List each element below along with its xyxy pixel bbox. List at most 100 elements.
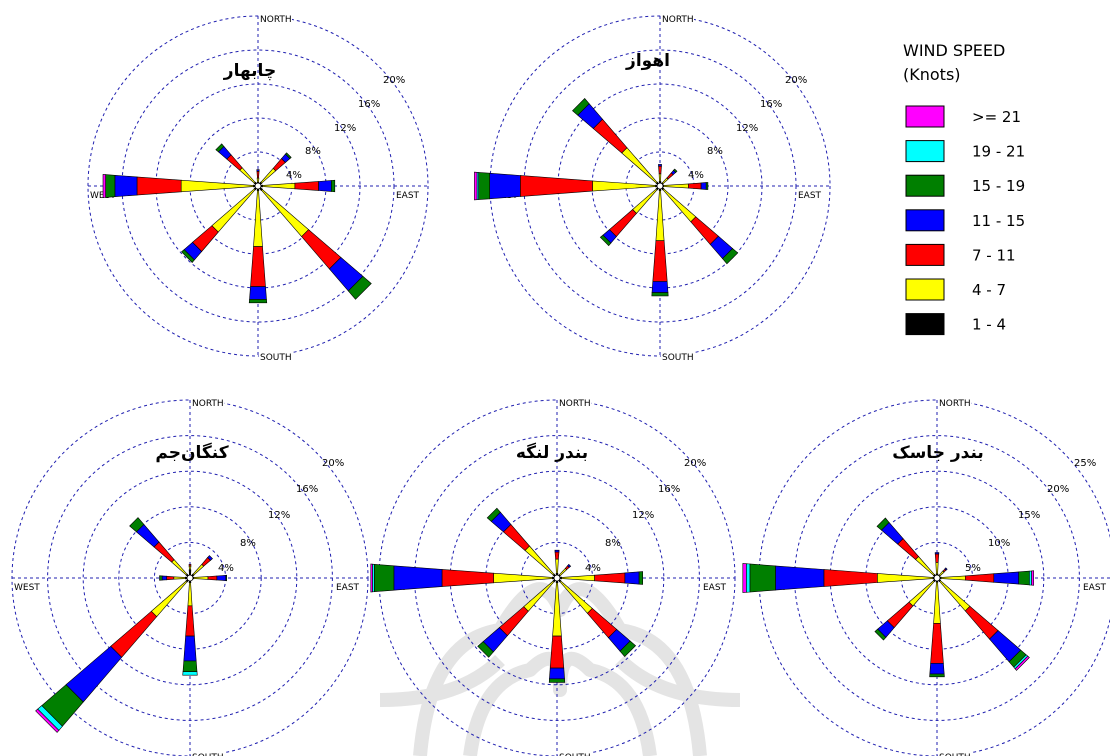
petal-e-bin-2 [331,179,336,193]
petal-w-bin-5 [493,572,553,584]
north-label: NORTH [260,15,292,25]
petal-w-bin-2 [105,174,116,198]
petal-w-bin-3 [393,565,443,591]
petal-nw-bin-4 [897,538,919,560]
east-label-bg [335,581,362,592]
ring-label: 8% [240,538,256,549]
petal-s-bin-1 [182,671,198,676]
ring-label: 8% [605,538,621,549]
petal-w-bin-3 [114,174,138,198]
petal-w-bin-3 [161,575,167,581]
ring-label: 20% [322,458,344,469]
petal-sw-bin-5 [150,580,188,618]
north-label-bg [191,397,224,408]
ring-label: 8% [305,146,321,157]
ring-label: 10% [988,538,1010,549]
petal-s-bin-5 [187,582,193,607]
wind-rose-5: NORTHSOUTHEASTWEST5%10%15%20%25%بندر جاس… [742,397,1110,756]
petal-n-bin-5 [188,565,192,571]
ring-label: 16% [658,484,680,495]
petal-s-bin-3 [651,281,669,293]
wind-rose-1: NORTHSOUTHEASTWEST4%8%12%16%20%چابهار [87,13,429,363]
petal-se-bin-5 [260,188,310,238]
petal-e-bin-3 [700,182,707,190]
petal-w-bin-4 [136,176,182,196]
petal-w-bin-0 [742,563,747,593]
petal-e-bin-2 [705,182,709,190]
north-label: NORTH [939,399,971,409]
ring-label: 12% [268,510,290,521]
south-label-bg [938,751,971,756]
wind-rose-3: NORTH SOUTH EAST WEST 4% 8% 12% 16% 20% کنگان‌جم [11,397,369,756]
petal-s-bin-2 [248,299,268,304]
petal-ne-bin-5 [192,563,205,576]
petal-s-bin-2 [651,292,669,297]
petal-se-bin-0 [1014,655,1030,671]
petal-e-bin-4 [964,573,995,583]
ring-label: 16% [760,99,782,110]
petal-w-bin-1 [745,563,751,593]
east-label-bg [395,189,422,200]
ring-label: 4% [218,563,234,574]
petal-nw-bin-5 [915,556,935,576]
south-label-bg [259,351,292,362]
petal-sw-bin-4 [608,209,637,238]
ring-label: 12% [632,510,654,521]
petal-ne-bin-5 [260,167,277,184]
petal-se-bin-5 [939,580,971,612]
ring-label: 4% [585,563,601,574]
petal-sw-bin-5 [908,580,935,607]
east-label-bg [797,189,824,200]
petal-nw-bin-5 [171,559,188,576]
ring-label: 16% [358,99,380,110]
petal-nw-bin-2 [876,517,890,531]
ring-label: 20% [684,458,706,469]
petal-n-bin-4 [934,553,940,563]
east-label: EAST [798,191,822,201]
petal-s-bin-3 [549,667,565,680]
legend-label: 4 - 7 [972,281,1006,299]
east-label: EAST [1083,583,1107,593]
center-marker [186,574,194,582]
legend-swatch [905,105,945,128]
petal-s-bin-4 [250,246,266,287]
south-label: SOUTH [260,353,292,363]
petal-w-bin-0 [370,563,373,593]
petal-w-bin-5 [173,576,186,580]
petal-n-bin-5 [555,558,559,574]
petal-nw-bin-2 [129,517,145,533]
north-label: NORTH [192,399,224,409]
south-label: SOUTH [939,753,971,756]
south-label: SOUTH [662,353,694,363]
petal-w-bin-3 [489,172,521,200]
petal-ne-bin-2 [673,168,678,173]
petal-w-bin-0 [102,174,106,198]
petal-n-bin-5 [658,173,662,182]
petal-n-bin-4 [658,165,662,175]
petal-s-bin-4 [185,605,195,637]
petal-w-bin-3 [775,565,825,591]
rose-title: بندر لنگه [516,442,588,463]
petal-ne-bin-5 [558,567,568,577]
petal-n-bin-4 [554,551,560,560]
ring-label: 12% [334,123,356,134]
petal-e-bin-4 [688,182,702,190]
center-marker [933,574,941,582]
legend-label: 11 - 15 [972,212,1025,230]
center-marker [656,182,664,190]
petal-n-bin-4 [256,171,260,179]
petal-e-bin-3 [624,571,640,585]
petal-s-bin-2 [548,678,566,683]
watermark-ornament [379,582,741,756]
petal-nw-bin-5 [239,167,256,184]
legend-label: >= 21 [972,108,1021,126]
ring-label: 20% [1047,484,1069,495]
petal-s-bin-4 [652,240,668,282]
south-label-bg [191,751,224,756]
petal-se-bin-2 [722,248,739,265]
petal-sw-bin-0 [35,708,60,733]
rose-title: بندر جاسک [892,443,984,463]
south-label: SOUTH [559,753,591,756]
petal-n-bin-3 [934,552,940,555]
ring-label: 4% [286,170,302,181]
